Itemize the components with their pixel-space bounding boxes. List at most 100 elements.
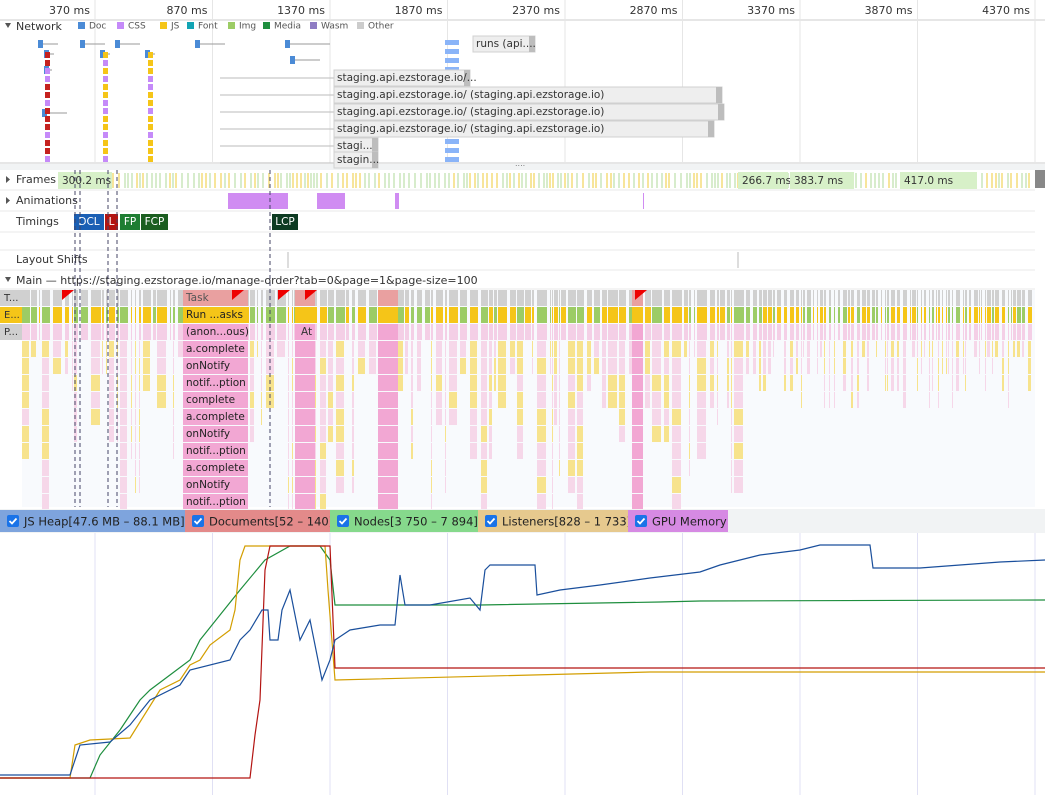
task <box>710 290 715 306</box>
call <box>42 375 49 391</box>
request-bar <box>290 56 295 64</box>
call <box>903 358 906 374</box>
call <box>867 307 870 323</box>
call <box>445 324 447 340</box>
call <box>120 375 127 391</box>
frame <box>647 173 649 188</box>
task <box>131 290 132 306</box>
expand-arrow[interactable] <box>6 197 10 204</box>
expand-arrow[interactable] <box>6 176 10 183</box>
counter-label[interactable]: GPU Memory <box>652 515 727 529</box>
call <box>53 358 61 374</box>
task <box>727 290 730 306</box>
call <box>328 426 333 442</box>
call <box>295 392 315 408</box>
call <box>135 409 136 425</box>
call <box>250 341 254 357</box>
call <box>1011 307 1012 323</box>
frame <box>228 173 230 188</box>
call <box>183 392 248 408</box>
call <box>352 375 354 391</box>
scrollbar[interactable] <box>1035 170 1045 188</box>
call <box>559 341 560 357</box>
frame <box>399 173 401 188</box>
call <box>552 324 553 340</box>
call <box>1022 324 1025 340</box>
call <box>897 375 899 391</box>
call <box>734 409 743 425</box>
call <box>102 358 103 374</box>
expand-arrow[interactable] <box>5 277 11 282</box>
task <box>936 290 937 306</box>
call <box>857 341 859 357</box>
call <box>559 426 560 442</box>
call <box>727 375 729 391</box>
call <box>981 307 982 323</box>
call <box>784 307 787 323</box>
expand-arrow[interactable] <box>5 23 11 28</box>
call <box>717 324 719 340</box>
call <box>664 409 669 425</box>
call <box>320 426 326 442</box>
task <box>157 290 167 306</box>
request-bar <box>148 108 153 114</box>
frame <box>307 173 309 188</box>
call <box>552 460 553 476</box>
call <box>929 324 930 340</box>
long-task-flag <box>305 290 317 300</box>
checkbox[interactable] <box>485 515 497 527</box>
frame <box>292 173 294 188</box>
frame <box>131 173 133 188</box>
long-task-flag <box>62 290 74 300</box>
call <box>378 392 398 408</box>
call <box>1017 307 1021 323</box>
call <box>936 307 937 323</box>
call <box>992 341 993 357</box>
task <box>494 290 497 306</box>
counter-label[interactable]: Listeners[828 – 1 733] <box>502 515 631 529</box>
task <box>784 290 787 306</box>
call <box>358 341 365 357</box>
frame <box>408 173 410 188</box>
call <box>292 494 293 510</box>
call <box>131 375 132 391</box>
timing-marker[interactable] <box>272 214 298 230</box>
call <box>537 392 546 408</box>
call <box>829 341 830 357</box>
call <box>139 426 140 442</box>
call <box>727 307 730 323</box>
call <box>431 392 432 408</box>
call <box>801 307 802 323</box>
frame <box>434 173 436 188</box>
checkbox[interactable] <box>635 515 647 527</box>
call <box>550 307 551 323</box>
call <box>946 307 947 323</box>
timing-marker[interactable] <box>120 214 140 230</box>
call <box>829 324 831 340</box>
checkbox[interactable] <box>337 515 349 527</box>
frame-box <box>738 172 788 189</box>
call <box>250 307 255 323</box>
call <box>796 358 798 374</box>
call <box>481 341 487 357</box>
frame <box>277 173 279 188</box>
frame <box>991 173 993 188</box>
call <box>425 324 430 340</box>
timing-marker[interactable] <box>74 214 104 230</box>
call <box>803 324 805 340</box>
counter-label[interactable]: Nodes[3 750 – 7 894] <box>354 515 478 529</box>
call <box>672 443 681 459</box>
task <box>684 290 688 306</box>
checkbox[interactable] <box>192 515 204 527</box>
call <box>411 426 413 442</box>
counter-label[interactable]: JS Heap[47.6 MB – 88.1 MB] <box>23 515 185 529</box>
checkbox[interactable] <box>7 515 19 527</box>
task <box>790 290 794 306</box>
call <box>117 426 118 442</box>
call <box>768 324 772 340</box>
call <box>261 409 262 425</box>
request-label: stagin... <box>337 154 379 166</box>
timing-marker[interactable] <box>141 214 168 230</box>
call <box>481 392 487 408</box>
counter-label[interactable]: Documents[52 – 140] <box>209 515 333 529</box>
